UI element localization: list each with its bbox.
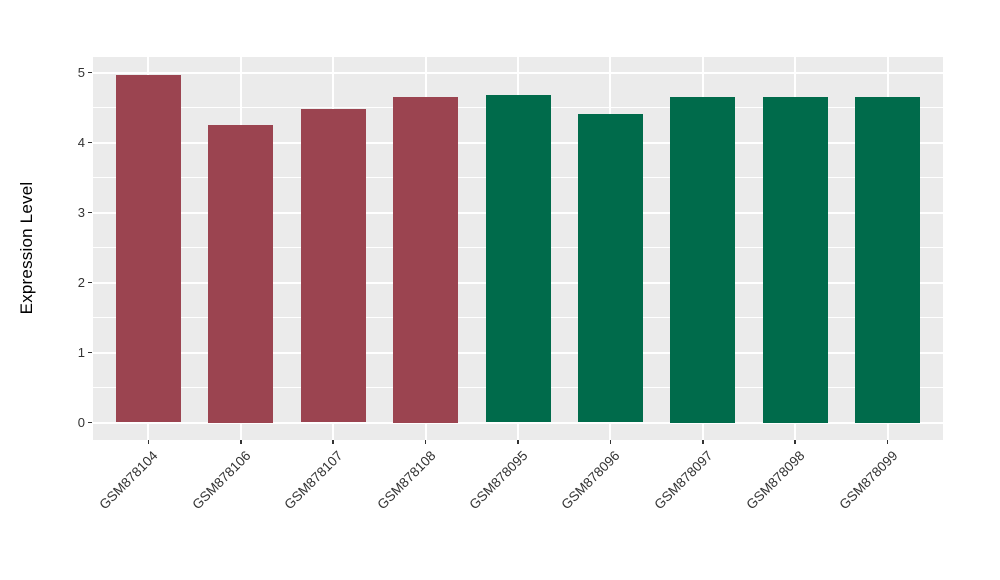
y-tick-mark	[88, 211, 92, 214]
bar-gsm878106	[208, 125, 274, 423]
y-tick-label: 1	[77, 345, 85, 360]
y-tick-label: 2	[77, 275, 85, 290]
x-tick-mark	[609, 440, 612, 444]
x-tick-mark	[147, 440, 150, 444]
y-tick-mark	[88, 71, 92, 74]
x-tick-mark	[332, 440, 334, 444]
x-tick-mark	[886, 440, 889, 444]
x-tick-mark	[794, 440, 796, 444]
y-tick-mark	[88, 141, 92, 144]
plot-panel	[93, 57, 943, 440]
bar-gsm878107	[300, 108, 366, 423]
x-tick-mark	[424, 440, 427, 444]
bar-gsm878096	[577, 113, 643, 423]
x-tick-mark	[240, 440, 242, 444]
y-tick-label: 0	[77, 415, 85, 430]
x-tick-mark	[702, 440, 704, 444]
bar-gsm878098	[762, 97, 828, 423]
y-tick-mark	[88, 281, 92, 284]
y-tick-label: 3	[77, 205, 85, 220]
bar-gsm878095	[485, 94, 551, 423]
y-tick-mark	[88, 351, 92, 354]
bar-gsm878104	[115, 74, 181, 423]
bar-gsm878108	[393, 97, 459, 423]
y-axis-title-text: Expression Level	[17, 181, 36, 315]
bar-gsm878099	[855, 97, 921, 423]
y-tick-mark	[88, 421, 92, 424]
bar-gsm878097	[670, 97, 736, 423]
y-tick-label: 5	[77, 65, 85, 80]
x-tick-mark	[517, 440, 519, 444]
y-tick-label: 4	[77, 135, 85, 150]
